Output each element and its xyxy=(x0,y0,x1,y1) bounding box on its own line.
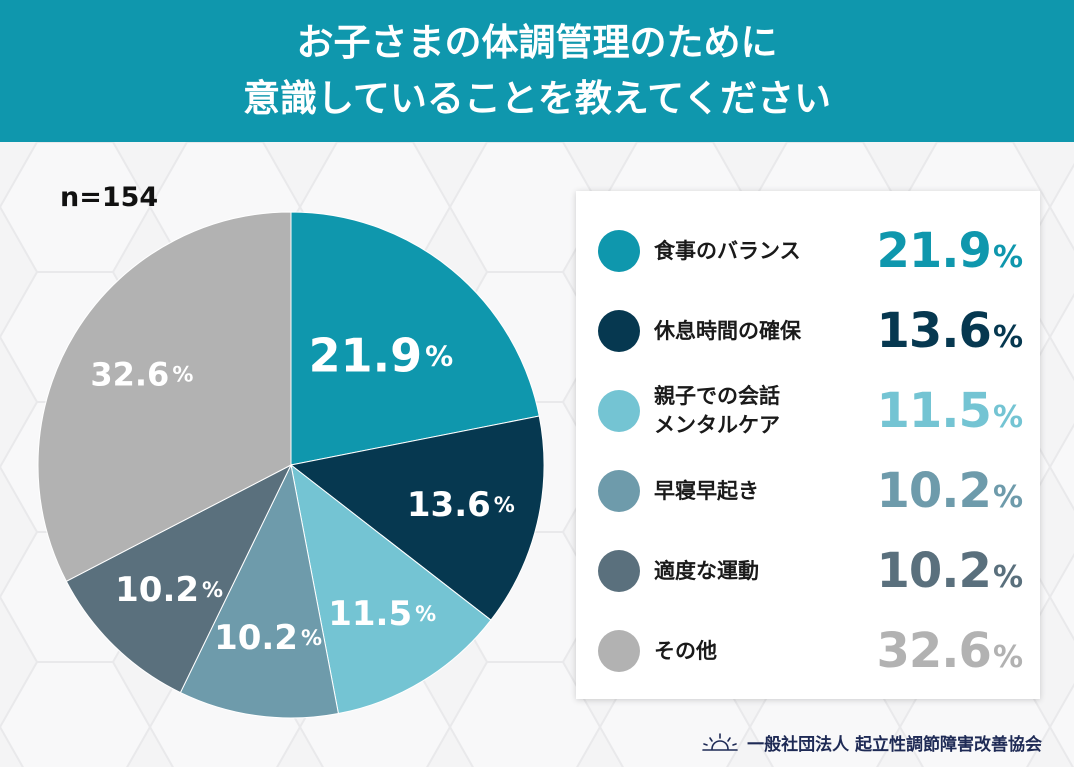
pie-slice-2 xyxy=(289,415,545,621)
pie-slice-3 xyxy=(290,463,492,715)
legend-swatch-2 xyxy=(598,310,640,352)
slice-value-label-4: 10.2% xyxy=(214,618,322,658)
legend-value-3: 11.5% xyxy=(876,383,1024,439)
sunrise-icon xyxy=(702,732,738,751)
legend-swatch-1 xyxy=(598,230,640,272)
legend-swatch-6 xyxy=(598,630,640,672)
legend-label-4: 早寝早起き xyxy=(654,478,759,503)
pie-slice-4 xyxy=(179,463,339,719)
slice-value-label-2: 13.6% xyxy=(407,485,515,525)
legend-value-5: 10.2% xyxy=(876,543,1024,599)
legend-label-1: 食事のバランス xyxy=(654,238,801,263)
legend-value-2: 13.6% xyxy=(876,303,1024,359)
sample-size-label: n=154 xyxy=(60,182,159,213)
title-line-1: お子さまの体調管理のために xyxy=(296,21,778,64)
header-banner: お子さまの体調管理のために 意識していることを教えてください xyxy=(0,0,1074,142)
legend-item-5: 適度な運動 10.2% xyxy=(576,531,1040,611)
legend-value-6: 32.6% xyxy=(876,623,1024,679)
legend-swatch-4 xyxy=(598,470,640,512)
title-line-2: 意識していることを教えてください xyxy=(243,77,831,120)
legend-item-1: 食事のバランス 21.9% xyxy=(576,211,1040,291)
legend-label-3: 親子での会話 メンタルケア xyxy=(654,384,780,437)
legend-item-2: 休息時間の確保 13.6% xyxy=(576,291,1040,371)
organization-name: 一般社団法人 起立性調節障害改善協会 xyxy=(747,735,1042,755)
slice-value-label-6: 32.6% xyxy=(90,355,193,393)
legend-label-6: その他 xyxy=(654,638,717,663)
legend-value-4: 10.2% xyxy=(876,463,1024,519)
pie-slice-5 xyxy=(65,463,293,694)
legend-item-6: その他 32.6% xyxy=(576,611,1040,691)
slice-value-label-5: 10.2% xyxy=(115,570,223,610)
slice-value-label-1: 21.9% xyxy=(309,329,454,383)
legend-swatch-5 xyxy=(598,550,640,592)
legend-label-5: 適度な運動 xyxy=(654,558,759,583)
legend-value-1: 21.9% xyxy=(876,223,1024,279)
pie-slice-6 xyxy=(37,211,292,582)
legend-item-4: 早寝早起き 10.2% xyxy=(576,451,1040,531)
slice-value-label-3: 11.5% xyxy=(328,594,436,634)
legend-panel: 食事のバランス 21.9% 休息時間の確保 13.6% 親子での会話 メンタルケア 11.… xyxy=(576,191,1040,699)
footer-credit: 一般社団法人 起立性調節障害改善協会 xyxy=(701,730,1042,755)
legend-label-2: 休息時間の確保 xyxy=(654,318,801,343)
legend-swatch-3 xyxy=(598,390,640,432)
pie-slice-1 xyxy=(290,211,540,466)
pie-chart: 21.9 %13.6 %11.5 %10.2 %10.2 %32.6% xyxy=(37,211,545,719)
legend-item-3: 親子での会話 メンタルケア 11.5% xyxy=(576,371,1040,451)
